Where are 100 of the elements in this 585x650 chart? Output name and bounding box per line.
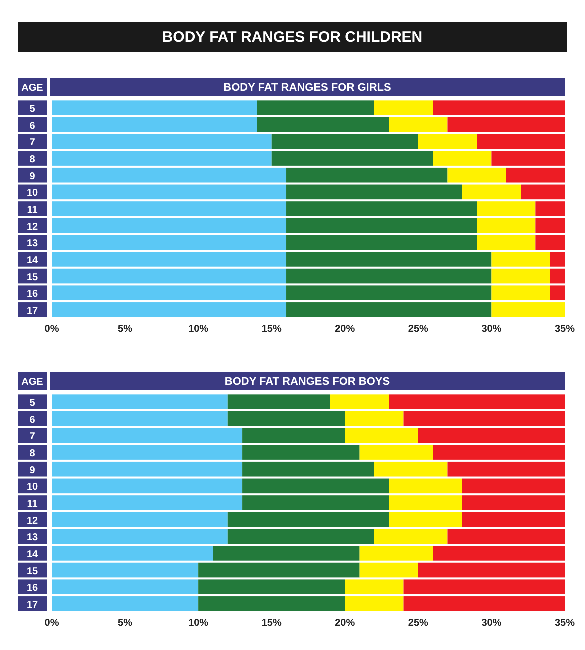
bar bbox=[52, 462, 243, 477]
y-tick-label: 12 bbox=[26, 222, 38, 233]
bar bbox=[52, 394, 228, 410]
bar bbox=[286, 252, 492, 267]
bar bbox=[506, 168, 565, 183]
y-tick-label: 5 bbox=[30, 398, 36, 410]
bar bbox=[389, 512, 462, 528]
bar bbox=[52, 562, 199, 578]
x-tick-label: 30% bbox=[482, 324, 502, 335]
y-tick-label: 17 bbox=[26, 306, 38, 317]
bar bbox=[360, 445, 434, 460]
x-tick-label: 35% bbox=[554, 324, 576, 335]
x-tick-label: 25% bbox=[408, 324, 429, 335]
y-tick-label: 11 bbox=[27, 499, 38, 510]
bar bbox=[213, 546, 360, 561]
bar bbox=[257, 100, 374, 116]
bar bbox=[52, 268, 287, 284]
bar bbox=[242, 462, 374, 477]
bar bbox=[52, 302, 287, 318]
bar bbox=[286, 286, 492, 301]
y-axis-title: AGE bbox=[22, 377, 44, 388]
bar bbox=[448, 168, 506, 183]
bar bbox=[52, 529, 228, 544]
bar bbox=[286, 184, 462, 200]
bar bbox=[418, 562, 565, 578]
bar bbox=[52, 411, 228, 426]
bar bbox=[52, 478, 243, 494]
bar bbox=[448, 462, 565, 477]
y-tick-label: 6 bbox=[30, 414, 36, 426]
x-tick-label: 35% bbox=[554, 618, 576, 629]
bar bbox=[52, 512, 228, 528]
x-tick-label: 20% bbox=[335, 324, 356, 335]
bar bbox=[389, 478, 462, 494]
y-tick-label: 6 bbox=[30, 120, 36, 132]
bar bbox=[345, 428, 418, 444]
x-tick-label: 25% bbox=[408, 618, 429, 629]
bar bbox=[462, 496, 565, 510]
bar bbox=[52, 546, 214, 561]
y-tick-label: 8 bbox=[30, 448, 36, 460]
x-tick-label: 20% bbox=[335, 618, 356, 629]
bar bbox=[374, 462, 448, 477]
bar bbox=[433, 546, 565, 561]
bar bbox=[286, 302, 492, 318]
bar bbox=[389, 496, 462, 510]
y-tick-label: 16 bbox=[26, 583, 38, 594]
bar bbox=[433, 445, 565, 460]
y-tick-label: 5 bbox=[30, 104, 36, 116]
bar bbox=[330, 394, 390, 410]
bar bbox=[228, 512, 390, 528]
bar bbox=[286, 218, 478, 234]
bar bbox=[360, 546, 434, 561]
bar bbox=[52, 428, 243, 444]
bar bbox=[521, 184, 565, 200]
bar bbox=[52, 134, 272, 150]
bar bbox=[550, 252, 565, 267]
y-tick-label: 11 bbox=[27, 205, 38, 216]
y-tick-label: 7 bbox=[30, 138, 36, 149]
bar bbox=[404, 580, 565, 595]
bar bbox=[477, 134, 565, 150]
y-tick-label: 13 bbox=[26, 532, 38, 544]
bar bbox=[536, 218, 565, 234]
y-tick-label: 17 bbox=[26, 600, 38, 611]
bar bbox=[477, 218, 536, 234]
y-tick-label: 14 bbox=[26, 549, 38, 560]
bar bbox=[242, 445, 360, 460]
bar bbox=[492, 151, 565, 166]
y-tick-label: 13 bbox=[26, 238, 38, 250]
bar bbox=[433, 151, 492, 166]
bar bbox=[345, 411, 404, 426]
bar bbox=[374, 100, 434, 116]
y-axis-title: AGE bbox=[22, 83, 44, 94]
bar bbox=[389, 117, 448, 132]
y-tick-label: 10 bbox=[26, 188, 38, 200]
bar bbox=[52, 218, 287, 234]
bar bbox=[272, 151, 434, 166]
bar bbox=[345, 596, 404, 612]
y-tick-label: 9 bbox=[30, 465, 36, 476]
bar bbox=[477, 202, 536, 216]
y-tick-label: 15 bbox=[26, 272, 38, 284]
x-tick-label: 15% bbox=[262, 324, 282, 335]
bar bbox=[257, 117, 390, 132]
bar bbox=[462, 512, 565, 528]
bar bbox=[286, 235, 478, 250]
bar bbox=[404, 596, 565, 612]
bar bbox=[492, 302, 565, 318]
bar bbox=[492, 286, 550, 301]
y-tick-label: 12 bbox=[26, 516, 38, 527]
bar bbox=[52, 252, 287, 267]
bar bbox=[242, 428, 346, 444]
bar bbox=[492, 268, 550, 284]
bar bbox=[52, 117, 258, 132]
bar bbox=[477, 235, 536, 250]
x-tick-label: 0% bbox=[44, 324, 60, 335]
bar bbox=[536, 235, 565, 250]
y-tick-label: 16 bbox=[26, 289, 38, 300]
bar bbox=[286, 202, 478, 216]
bar bbox=[404, 411, 565, 426]
bar bbox=[198, 580, 346, 595]
bar bbox=[52, 151, 272, 166]
bar bbox=[228, 529, 374, 544]
